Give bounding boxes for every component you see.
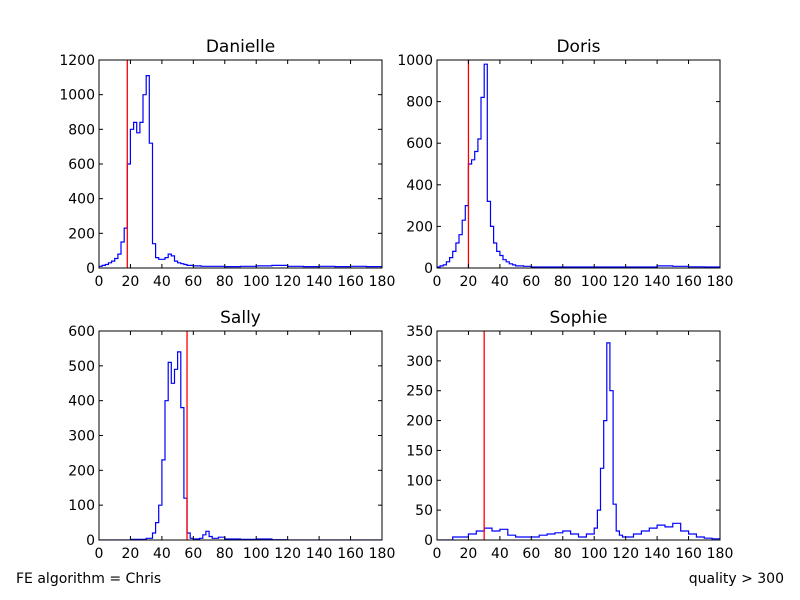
y-tick-label: 600 [406,136,433,152]
x-tick-label: 0 [433,546,442,562]
x-tick-label: 20 [460,546,478,562]
y-tick-label: 300 [406,354,433,370]
y-tick-label: 0 [424,533,433,549]
y-tick-label: 300 [68,429,95,445]
axes-frame [436,330,721,541]
x-tick-label: 100 [581,546,608,562]
y-tick-label: 800 [406,95,433,111]
x-tick-label: 20 [460,274,478,290]
x-tick-label: 60 [522,274,540,290]
x-tick-label: 40 [491,274,509,290]
x-tick-label: 100 [243,274,270,290]
y-tick-label: 600 [68,324,95,340]
x-tick-label: 60 [522,546,540,562]
x-tick-label: 180 [707,546,734,562]
x-tick-label: 180 [369,546,396,562]
y-tick-label: 50 [415,503,433,519]
x-tick-label: 180 [707,274,734,290]
x-tick-label: 140 [306,274,333,290]
y-tick-label: 350 [406,324,433,340]
subplot-danielle: Danielle 0 20 40 60 80 100 120 140 160 180 0 200 400 6… [59,37,395,290]
x-tick-label: 140 [644,274,671,290]
subplot-title: Doris [556,37,600,57]
y-tick-label: 200 [68,226,95,242]
y-tick-label: 200 [68,463,95,479]
x-tick-label: 120 [612,274,639,290]
histogram-line [437,63,720,268]
x-tick-label: 20 [122,546,140,562]
y-tick-label: 400 [68,394,95,410]
x-tick-label: 0 [433,274,442,290]
y-tick-label: 100 [406,473,433,489]
x-tick-label: 140 [644,546,671,562]
subplot-title: Sophie [550,308,608,328]
x-tick-label: 100 [581,274,608,290]
subplot-doris: Doris 0 20 40 60 80 100 120 140 160 180 0 200 400 600 8… [397,37,733,290]
x-tick-label: 160 [675,274,702,290]
x-tick-label: 160 [337,546,364,562]
x-tick-label: 20 [122,274,140,290]
axes-frame [98,59,383,269]
x-tick-label: 40 [491,546,509,562]
y-tick-label: 400 [68,192,95,208]
x-tick-label: 40 [153,274,171,290]
y-tick-label: 200 [406,219,433,235]
axes-frame [436,59,721,269]
algorithm-caption: FE algorithm = Chris [16,571,162,587]
y-tick-label: 0 [424,261,433,277]
histogram-line [99,75,382,268]
x-tick-label: 80 [554,546,572,562]
subplot-title: Danielle [206,37,275,57]
x-tick-label: 180 [369,274,396,290]
y-tick-label: 600 [68,157,95,173]
y-tick-label: 1000 [397,53,433,69]
y-tick-label: 400 [406,178,433,194]
y-tick-label: 0 [86,533,95,549]
x-tick-label: 60 [184,546,202,562]
x-tick-label: 100 [243,546,270,562]
x-tick-label: 80 [554,274,572,290]
x-tick-label: 120 [274,546,301,562]
y-tick-label: 200 [406,414,433,430]
subplot-title: Sally [220,308,261,328]
x-tick-label: 60 [184,274,202,290]
y-tick-label: 150 [406,443,433,459]
x-tick-label: 0 [95,546,104,562]
y-tick-label: 1200 [59,53,95,69]
axes-frame [98,330,383,541]
x-tick-label: 0 [95,274,104,290]
histogram-line [437,342,720,540]
x-tick-label: 80 [216,274,234,290]
y-tick-label: 100 [68,498,95,514]
x-tick-label: 40 [153,546,171,562]
y-tick-label: 250 [406,384,433,400]
x-tick-label: 80 [216,546,234,562]
x-tick-label: 160 [337,274,364,290]
x-tick-label: 160 [675,546,702,562]
x-tick-label: 120 [612,546,639,562]
histogram-line [99,351,382,540]
quality-caption: quality > 300 [688,571,784,587]
x-tick-label: 140 [306,546,333,562]
x-tick-label: 120 [274,274,301,290]
y-tick-label: 800 [68,122,95,138]
y-tick-label: 500 [68,359,95,375]
y-tick-label: 0 [86,261,95,277]
y-tick-label: 1000 [59,88,95,104]
